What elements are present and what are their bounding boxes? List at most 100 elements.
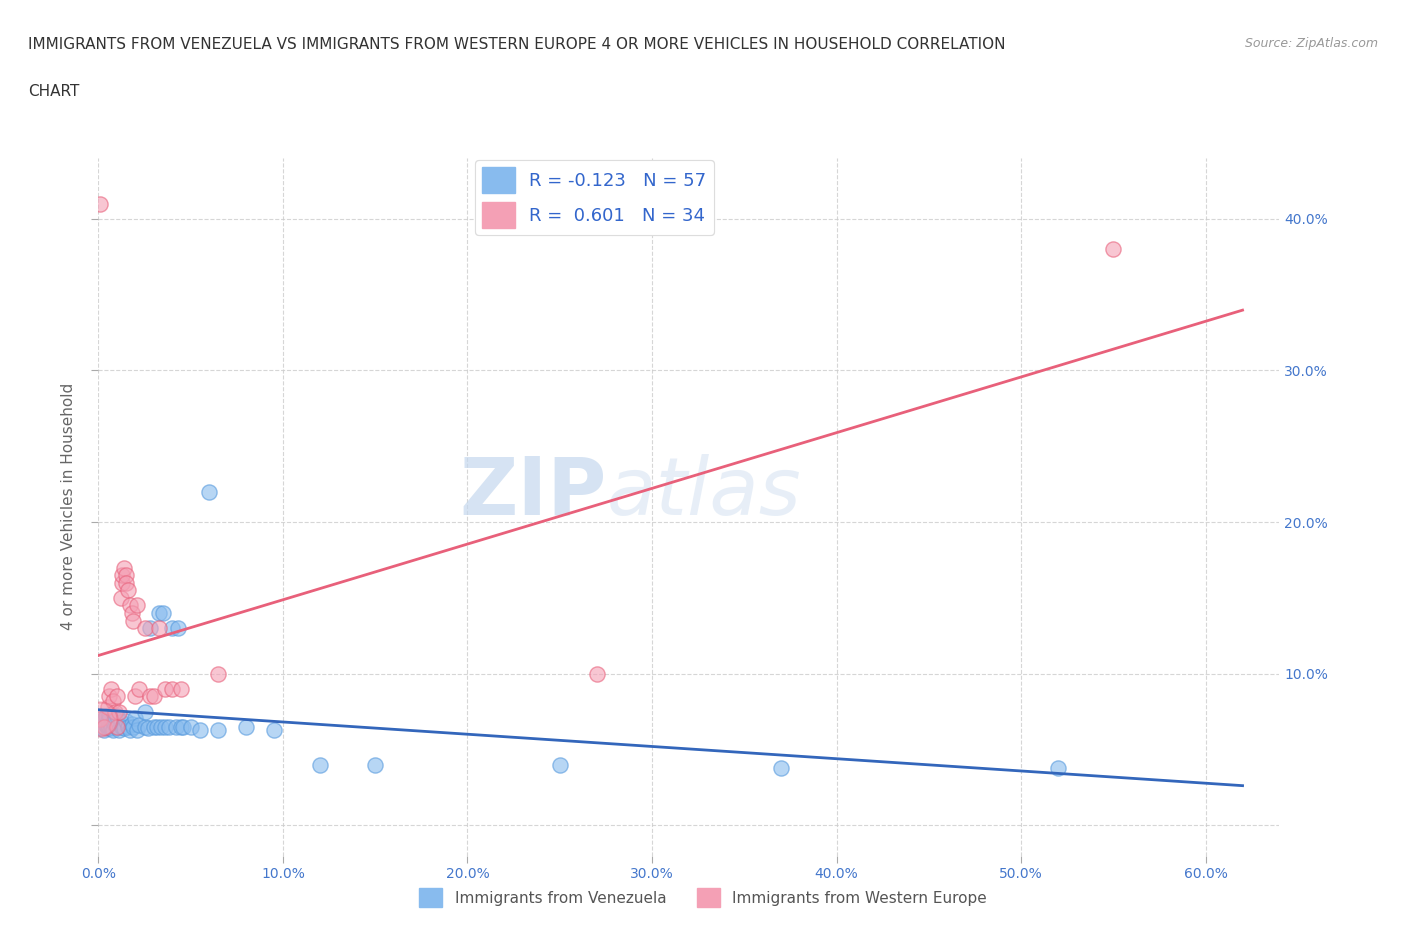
Point	[103, 694, 125, 709]
Point	[107, 704, 129, 719]
Text: Source: ZipAtlas.com: Source: ZipAtlas.com	[1244, 37, 1378, 50]
Point	[122, 719, 145, 734]
Point	[153, 719, 176, 734]
Point	[89, 719, 111, 734]
Legend: Immigrants from Venezuela, Immigrants from Western Europe: Immigrants from Venezuela, Immigrants fr…	[413, 883, 993, 913]
Point	[188, 723, 211, 737]
Point	[104, 718, 127, 733]
Point	[170, 719, 193, 734]
Point	[100, 721, 122, 736]
Point	[91, 715, 114, 730]
Point	[105, 689, 128, 704]
Point	[94, 718, 117, 733]
Point	[235, 719, 257, 734]
Point	[89, 711, 111, 726]
Point	[165, 719, 187, 734]
Point	[150, 719, 173, 734]
Point	[89, 711, 111, 726]
Point	[100, 718, 122, 733]
Point	[117, 719, 139, 734]
Point	[142, 689, 165, 704]
Point	[103, 723, 125, 737]
Point	[93, 723, 115, 737]
Point	[128, 682, 150, 697]
Point	[124, 711, 146, 725]
Point	[134, 719, 156, 734]
Point	[105, 709, 128, 724]
Point	[364, 757, 387, 772]
Point	[124, 689, 146, 704]
Point	[112, 721, 135, 736]
Text: atlas: atlas	[606, 454, 801, 532]
Point	[94, 709, 117, 724]
Point	[207, 666, 229, 681]
Point	[198, 485, 221, 499]
Point	[142, 719, 165, 734]
Point	[122, 613, 145, 628]
Point	[134, 704, 156, 719]
Point	[207, 723, 229, 737]
Point	[157, 719, 180, 734]
Point	[111, 576, 134, 591]
Point	[117, 583, 139, 598]
Point	[162, 682, 183, 697]
Point	[148, 620, 170, 635]
Point	[121, 605, 143, 620]
Point	[104, 704, 127, 719]
Point	[115, 567, 138, 582]
Point	[136, 721, 159, 736]
Point	[115, 576, 138, 591]
Point	[162, 620, 183, 635]
Point	[115, 713, 138, 728]
Point	[103, 715, 125, 730]
Point	[105, 719, 128, 734]
Point	[97, 713, 120, 728]
Point	[139, 620, 162, 635]
Text: CHART: CHART	[28, 84, 80, 99]
Point	[111, 567, 134, 582]
Point	[112, 560, 135, 575]
Point	[111, 719, 134, 734]
Point	[308, 757, 332, 772]
Point	[97, 721, 120, 736]
Point	[152, 605, 174, 620]
Point	[110, 715, 132, 730]
Point	[100, 682, 122, 697]
Point	[98, 719, 121, 734]
Point	[107, 723, 129, 737]
Point	[97, 699, 120, 714]
Point	[121, 716, 143, 731]
Point	[146, 719, 169, 734]
Point	[127, 723, 149, 737]
Point	[166, 620, 188, 635]
Point	[110, 591, 132, 605]
Point	[134, 620, 156, 635]
Point	[585, 666, 607, 681]
Text: ZIP: ZIP	[458, 454, 606, 532]
Point	[263, 723, 285, 737]
Point	[105, 719, 128, 734]
Point	[153, 682, 176, 697]
Point	[1102, 242, 1125, 257]
Point	[89, 196, 111, 211]
Point	[139, 689, 162, 704]
Point	[93, 711, 115, 726]
Point	[770, 760, 793, 775]
Y-axis label: 4 or more Vehicles in Household: 4 or more Vehicles in Household	[60, 383, 76, 631]
Point	[1046, 760, 1069, 775]
Point	[148, 605, 170, 620]
Point	[180, 719, 202, 734]
Point	[118, 598, 141, 613]
Point	[170, 682, 193, 697]
Point	[172, 719, 194, 734]
Point	[93, 719, 115, 734]
Point	[548, 757, 571, 772]
Point	[127, 598, 149, 613]
Point	[118, 723, 141, 737]
Legend: R = -0.123   N = 57, R =  0.601   N = 34: R = -0.123 N = 57, R = 0.601 N = 34	[475, 160, 714, 234]
Point	[98, 689, 121, 704]
Point	[104, 711, 127, 726]
Point	[98, 707, 121, 722]
Point	[128, 718, 150, 733]
Text: IMMIGRANTS FROM VENEZUELA VS IMMIGRANTS FROM WESTERN EUROPE 4 OR MORE VEHICLES I: IMMIGRANTS FROM VENEZUELA VS IMMIGRANTS …	[28, 37, 1005, 52]
